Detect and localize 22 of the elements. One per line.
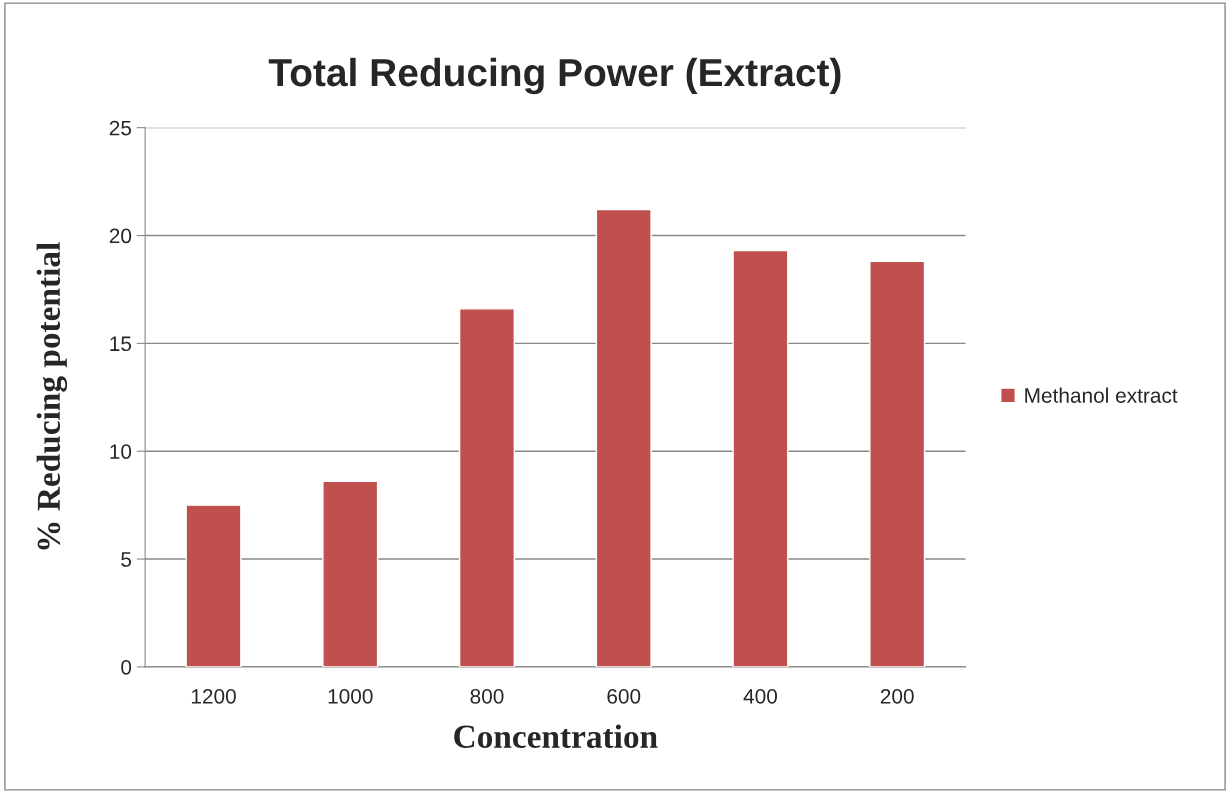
bar	[732, 249, 789, 667]
y-tick-label: 5	[121, 552, 132, 567]
bar	[595, 208, 652, 667]
legend-label: Methanol extract	[1025, 387, 1178, 403]
y-tick-label: 20	[109, 228, 132, 244]
y-tick-label: 15	[110, 336, 132, 352]
x-tick-label: 600	[607, 688, 641, 704]
x-tick-label: 800	[470, 688, 504, 704]
x-axis-title: Concentration	[454, 724, 658, 748]
chart-title: Total Reducing Power (Extract)	[268, 57, 841, 95]
bar	[869, 260, 926, 667]
x-tick-label: 200	[880, 688, 914, 704]
y-axis-title: % Reducing potential	[36, 242, 68, 550]
bar	[322, 480, 379, 667]
y-tick-label: 10	[110, 444, 132, 459]
x-tick-label: 1000	[328, 688, 373, 704]
y-tick-label: 0	[121, 659, 132, 675]
bar	[185, 504, 242, 667]
y-tick-label: 25	[109, 120, 132, 136]
x-tick-label: 400	[743, 688, 778, 704]
x-tick-label: 1200	[191, 688, 236, 704]
bar	[458, 308, 516, 667]
